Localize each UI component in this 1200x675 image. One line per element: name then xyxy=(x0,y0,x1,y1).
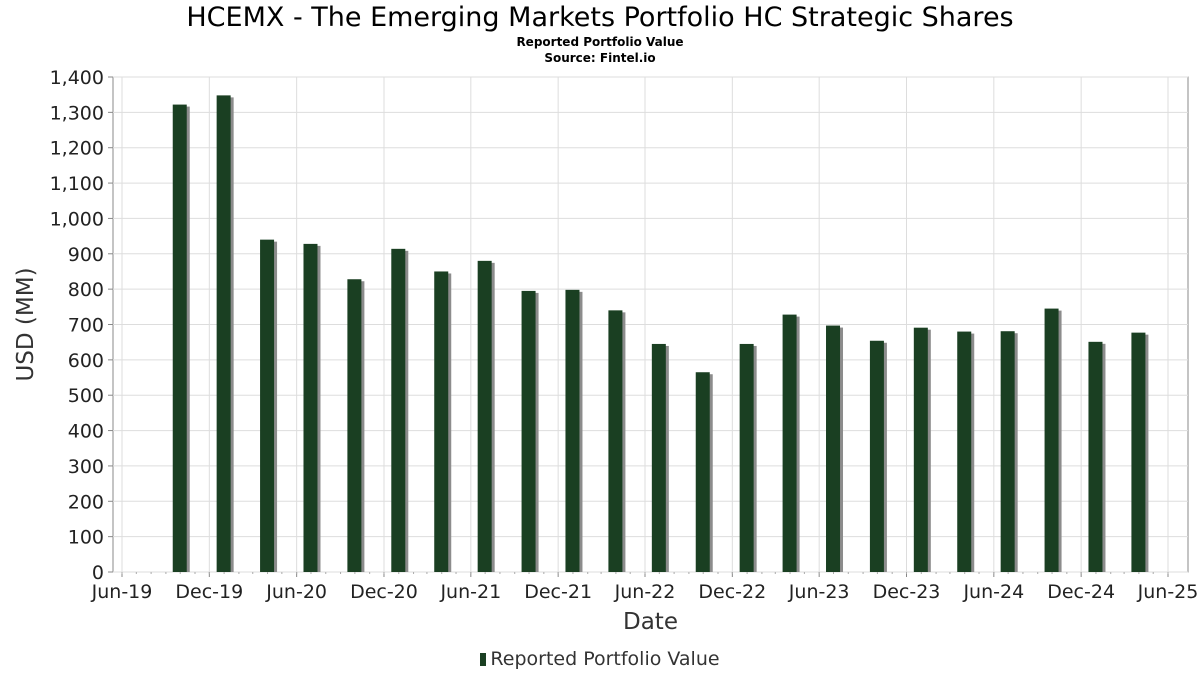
chart-source: Source: Fintel.io xyxy=(544,51,656,65)
bar xyxy=(695,372,710,572)
bar xyxy=(434,271,449,572)
bar xyxy=(521,290,536,572)
bar xyxy=(216,95,231,572)
y-tick-label: 500 xyxy=(68,385,104,407)
bar xyxy=(913,327,928,572)
y-tick-label: 600 xyxy=(68,350,104,372)
x-tick-label: Jun-22 xyxy=(614,581,676,603)
bar xyxy=(957,331,972,572)
x-tick-label: Dec-21 xyxy=(524,581,592,603)
x-tick-label: Dec-19 xyxy=(175,581,243,603)
y-tick-label: 1,200 xyxy=(50,138,104,160)
y-axis: 0 100 200 300 400 500 600 700 800 900 1,000 1,100 1,… xyxy=(50,67,113,584)
bar xyxy=(303,243,318,572)
bar xyxy=(260,239,275,572)
bar-series xyxy=(172,95,1149,573)
bar xyxy=(1088,341,1103,572)
y-tick-label: 1,100 xyxy=(50,173,104,195)
bar xyxy=(608,310,623,572)
chart-subtitle: Reported Portfolio Value xyxy=(516,35,684,49)
y-tick-label: 900 xyxy=(68,244,104,266)
x-tick-label: Jun-23 xyxy=(788,581,850,603)
y-tick-label: 300 xyxy=(68,456,104,478)
bar xyxy=(869,340,884,572)
y-tick-label: 1,000 xyxy=(50,208,104,230)
y-tick-label: 1,300 xyxy=(50,102,104,124)
y-tick-label: 0 xyxy=(92,562,104,584)
bar xyxy=(826,325,841,572)
bar xyxy=(172,104,187,572)
legend-label: Reported Portfolio Value xyxy=(490,648,720,670)
bar xyxy=(651,343,666,572)
y-tick-label: 700 xyxy=(68,315,104,337)
bar xyxy=(1044,308,1059,572)
chart-title: HCEMX - The Emerging Markets Portfolio H… xyxy=(186,2,1014,33)
y-tick-label: 800 xyxy=(68,279,104,301)
y-axis-title: USD (MM) xyxy=(13,267,39,381)
x-tick-label: Dec-20 xyxy=(350,581,418,603)
x-tick-label: Jun-24 xyxy=(962,581,1024,603)
x-tick-label: Jun-25 xyxy=(1137,581,1199,603)
y-tick-label: 400 xyxy=(68,421,104,443)
y-tick-label: 200 xyxy=(68,491,104,513)
x-tick-label: Dec-24 xyxy=(1047,581,1115,603)
bar xyxy=(1000,331,1015,572)
bar xyxy=(565,289,580,572)
x-tick-label: Jun-19 xyxy=(91,581,153,603)
bar xyxy=(782,314,797,572)
bar xyxy=(739,343,754,572)
legend: Reported Portfolio Value xyxy=(0,648,1200,670)
y-tick-label: 100 xyxy=(68,527,104,549)
x-axis-title: Date xyxy=(623,609,678,635)
x-tick-label: Dec-23 xyxy=(873,581,941,603)
x-tick-label: Jun-21 xyxy=(439,581,501,603)
y-tick-label: 1,400 xyxy=(50,67,104,89)
legend-swatch xyxy=(480,653,487,666)
x-axis: Jun-19 Dec-19 Jun-20 Dec-20 Jun-21 Dec-21 Jun-… xyxy=(91,572,1199,603)
bar xyxy=(347,279,362,572)
x-tick-label: Jun-20 xyxy=(265,581,327,603)
bar xyxy=(1131,332,1146,572)
bar xyxy=(391,248,406,573)
bar xyxy=(477,260,492,572)
x-tick-label: Dec-22 xyxy=(698,581,766,603)
